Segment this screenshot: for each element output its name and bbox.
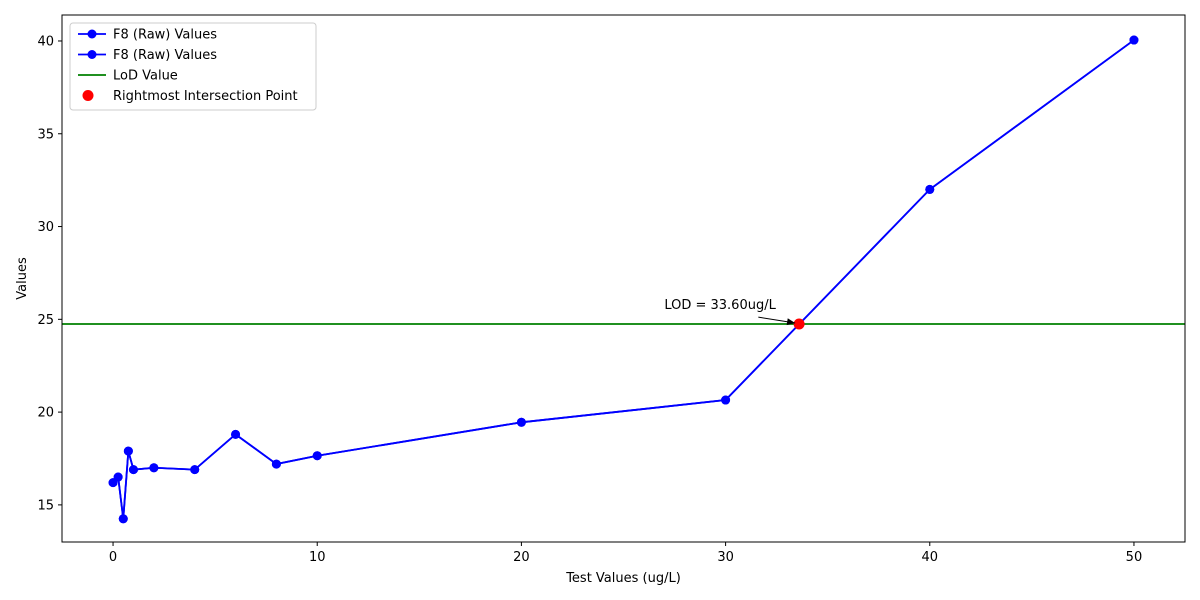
y-tick-label: 20: [37, 406, 54, 421]
annotation: LOD = 33.60ug/L: [664, 298, 796, 326]
x-tick-label: 30: [717, 550, 734, 565]
legend-swatch-point: [82, 90, 94, 101]
y-tick-label: 30: [37, 220, 54, 235]
series-marker-1: [1129, 35, 1139, 45]
series-marker-1: [925, 184, 935, 194]
x-tick-label: 10: [309, 550, 326, 565]
series-line-1: [112, 39, 1135, 519]
y-tick-label: 35: [37, 127, 54, 142]
y-axis-label: Values: [15, 257, 30, 300]
legend-label: LoD Value: [113, 69, 178, 84]
legend-label: F8 (Raw) Values: [113, 48, 217, 63]
series-marker-1: [113, 472, 123, 482]
annotation-text: LOD = 33.60ug/L: [664, 298, 776, 313]
series-marker-1: [190, 465, 200, 475]
legend-label: Rightmost Intersection Point: [113, 89, 298, 104]
x-tick-label: 50: [1126, 550, 1143, 565]
y-tick-label: 15: [37, 498, 54, 513]
series-marker-1: [118, 514, 128, 524]
plot-frame: [61, 14, 1186, 543]
series-marker-1: [123, 446, 133, 456]
legend-box: [69, 22, 317, 111]
x-axis: 0 10 20 30 40 50: [109, 542, 1142, 565]
y-tick-label: 25: [37, 313, 54, 328]
x-tick-label: 20: [513, 550, 530, 565]
legend-swatch-marker: [87, 50, 97, 59]
series-marker-1: [149, 463, 159, 473]
series-marker-1: [271, 459, 281, 469]
series-line-0: [112, 39, 1135, 519]
series-marker-1: [516, 417, 526, 427]
y-tick-label: 40: [37, 34, 54, 49]
intersection-point: [793, 318, 805, 330]
x-tick-label: 40: [921, 550, 938, 565]
legend-swatch-marker: [87, 29, 97, 39]
series-marker-1: [231, 429, 241, 439]
series-marker-1: [128, 465, 138, 475]
plot-content: [62, 35, 1185, 524]
series-marker-1: [721, 395, 731, 405]
x-axis-label: Test Values (ug/L): [565, 571, 681, 586]
annotation-arrowhead: [786, 318, 796, 326]
y-axis: 15 20 25 30 35 40: [37, 34, 62, 513]
series-marker-1: [312, 451, 322, 461]
x-tick-label: 0: [109, 550, 117, 565]
legend-label: F8 (Raw) Values: [113, 28, 217, 43]
legend: F8 (Raw) Values F8 (Raw) Values LoD Value R…: [69, 22, 317, 111]
